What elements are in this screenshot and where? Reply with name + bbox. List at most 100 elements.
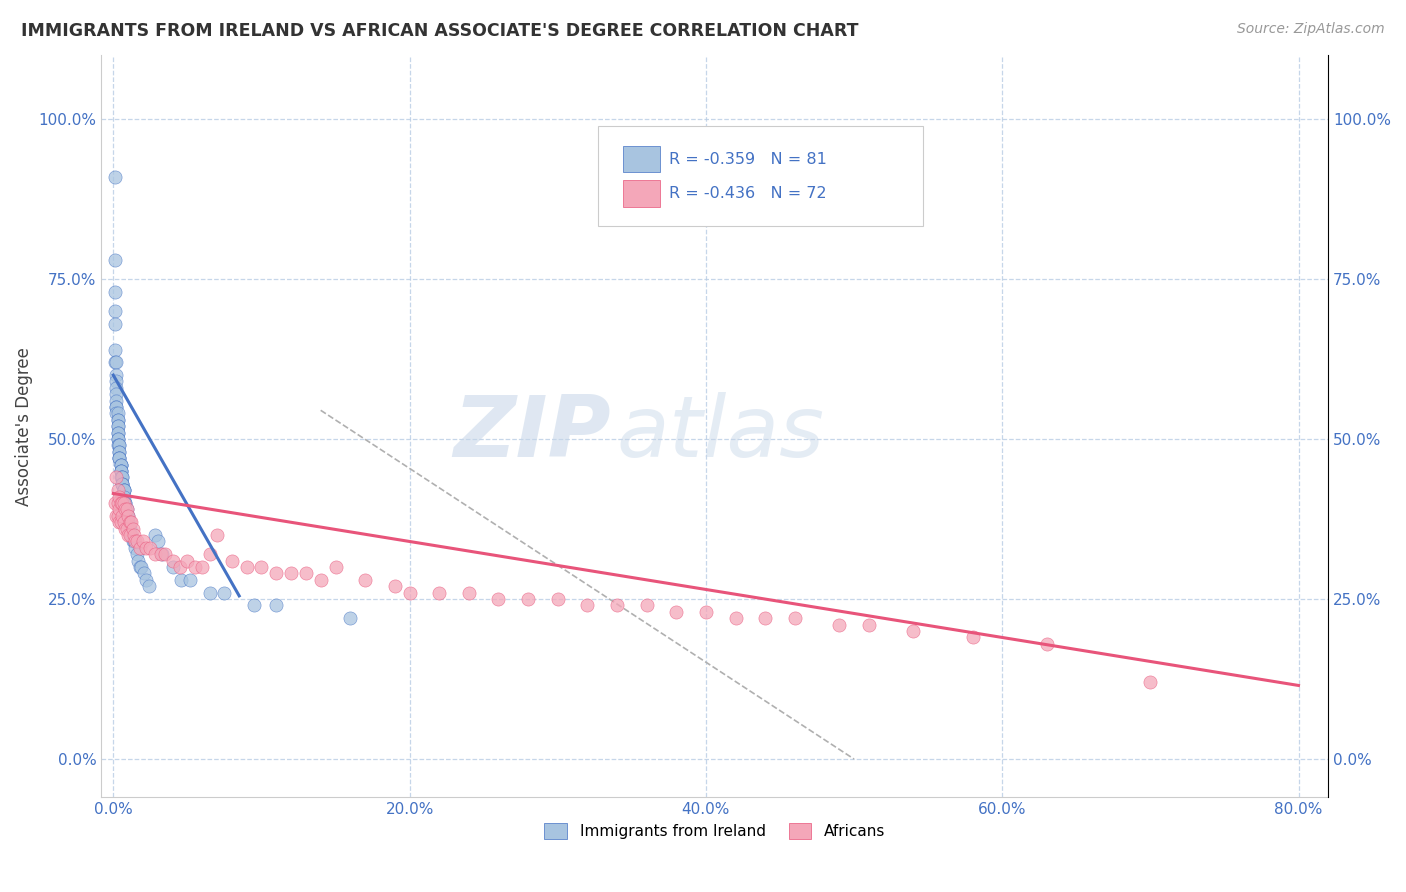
Point [170,573,193,587]
Point [104,304,127,318]
Point [110,458,132,472]
Point [198,547,221,561]
Point [104,496,127,510]
Point [280,566,302,581]
Point [117,516,139,530]
Point [110,516,132,530]
Point [169,560,191,574]
Point [108,445,131,459]
Point [695,605,717,619]
Point [264,599,287,613]
Point [384,579,406,593]
Point [122,534,145,549]
Text: Source: ZipAtlas.com: Source: ZipAtlas.com [1237,22,1385,37]
Point [108,451,131,466]
Point [214,585,236,599]
Point [115,522,138,536]
Point [143,528,166,542]
Point [235,560,257,574]
Point [110,470,132,484]
Point [221,554,243,568]
Point [1035,637,1057,651]
Point [783,611,806,625]
Point [828,617,851,632]
Point [107,413,129,427]
Point [115,502,138,516]
Point [354,573,377,587]
Point [636,599,658,613]
Point [125,547,148,561]
Point [110,464,132,478]
Point [129,541,152,555]
Point [112,483,135,498]
Point [112,490,135,504]
Point [107,432,129,446]
Point [576,599,599,613]
Point [143,547,166,561]
Point [105,470,128,484]
Point [488,592,510,607]
Point [198,585,221,599]
Point [110,464,132,478]
Point [111,476,134,491]
Point [108,451,131,466]
Text: R = -0.359   N = 81: R = -0.359 N = 81 [669,152,827,167]
Point [122,528,145,542]
Point [117,528,139,542]
Point [112,496,135,510]
Point [135,541,157,555]
Point [457,585,479,599]
Point [295,566,318,581]
Point [104,343,127,357]
Point [339,611,361,625]
Point [179,573,201,587]
Point [104,169,127,184]
Point [110,458,132,472]
Point [427,585,450,599]
Point [114,502,136,516]
Point [138,579,160,593]
Point [309,573,332,587]
Point [108,490,131,504]
Legend: Immigrants from Ireland, Africans: Immigrants from Ireland, Africans [538,816,891,846]
Point [108,438,131,452]
Point [111,508,134,523]
Text: IMMIGRANTS FROM IRELAND VS AFRICAN ASSOCIATE'S DEGREE CORRELATION CHART: IMMIGRANTS FROM IRELAND VS AFRICAN ASSOC… [21,22,859,40]
Point [105,407,128,421]
Point [149,547,172,561]
Point [105,508,128,523]
Point [129,560,152,574]
Point [105,375,128,389]
Point [120,528,142,542]
Point [118,522,141,536]
Point [111,476,134,491]
Point [120,516,142,530]
Point [517,592,540,607]
Point [132,534,155,549]
Point [724,611,747,625]
Point [108,438,131,452]
Point [121,522,143,536]
Point [124,534,146,549]
Point [176,554,198,568]
Point [111,476,134,491]
Point [125,534,148,549]
Point [127,554,149,568]
Point [1139,675,1161,690]
Point [118,528,141,542]
Point [105,355,128,369]
Point [114,502,136,516]
Point [107,425,129,440]
Point [111,470,134,484]
Point [107,483,129,498]
Point [117,516,139,530]
Point [858,617,880,632]
Point [108,516,131,530]
Text: ZIP: ZIP [453,392,610,475]
Point [134,566,156,581]
Point [191,560,214,574]
Point [107,438,129,452]
Point [205,528,228,542]
Point [547,592,569,607]
Point [107,508,129,523]
